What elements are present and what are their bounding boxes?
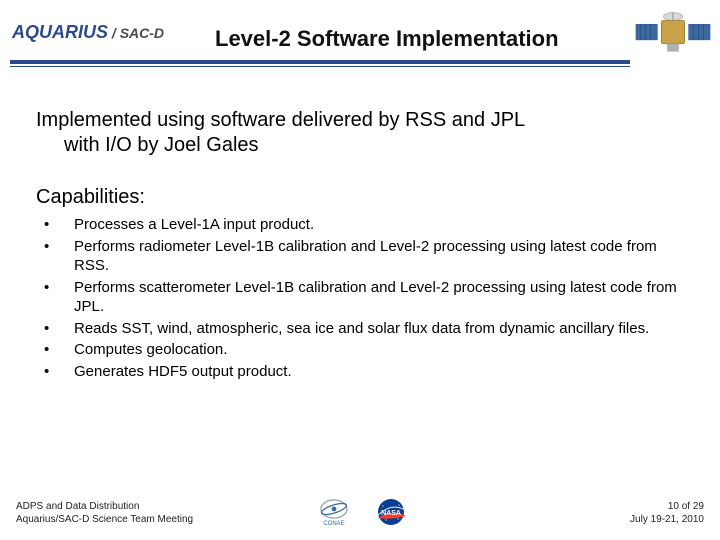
list-item: Processes a Level-1A input product.: [40, 215, 680, 235]
nasa-label: NASA: [381, 510, 401, 517]
footer-left: ADPS and Data Distribution Aquarius/SAC-…: [16, 501, 193, 526]
capabilities-heading: Capabilities:: [36, 186, 680, 209]
list-item: Generates HDF5 output product.: [40, 362, 680, 382]
mission-logo-text: AQUARIUS / SAC-D: [12, 22, 164, 43]
bullet-text: Performs scatterometer Level-1B calibrat…: [74, 279, 677, 316]
slide: AQUARIUS / SAC-D Level-2 Software Implem…: [0, 0, 720, 540]
footer-logos: CONAE NASA: [312, 498, 408, 526]
footer-page-number: 10 of 29: [630, 501, 704, 514]
lead-line2: with I/O by Joel Gales: [64, 133, 680, 158]
lead-line1: Implemented using software delivered by …: [36, 109, 525, 131]
list-item: Performs radiometer Level-1B calibration…: [40, 237, 680, 276]
list-item: Computes geolocation.: [40, 340, 680, 360]
header: AQUARIUS / SAC-D Level-2 Software Implem…: [0, 0, 720, 72]
lead-paragraph: Implemented using software delivered by …: [36, 108, 680, 158]
capabilities-list: Processes a Level-1A input product. Perf…: [40, 215, 680, 381]
title-underline: [10, 60, 630, 67]
logo-sacd: SAC-D: [120, 25, 164, 41]
content-area: Implemented using software delivered by …: [36, 108, 680, 383]
footer-date: July 19-21, 2010: [630, 514, 704, 527]
bullet-text: Performs radiometer Level-1B calibration…: [74, 238, 657, 275]
page-title: Level-2 Software Implementation: [215, 26, 559, 52]
logo-aquarius: AQUARIUS: [12, 22, 108, 42]
conae-label: CONAE: [323, 521, 344, 526]
bullet-text: Reads SST, wind, atmospheric, sea ice an…: [74, 320, 649, 337]
footer: ADPS and Data Distribution Aquarius/SAC-…: [16, 486, 704, 526]
logo-separator: /: [108, 25, 120, 41]
bullet-text: Processes a Level-1A input product.: [74, 216, 314, 233]
footer-left-line1: ADPS and Data Distribution: [16, 501, 193, 514]
list-item: Reads SST, wind, atmospheric, sea ice an…: [40, 319, 680, 339]
bullet-text: Computes geolocation.: [74, 341, 227, 358]
list-item: Performs scatterometer Level-1B calibrat…: [40, 278, 680, 317]
satellite-icon: [634, 4, 712, 68]
footer-left-line2: Aquarius/SAC-D Science Team Meeting: [16, 514, 193, 527]
footer-right: 10 of 29 July 19-21, 2010: [630, 501, 704, 526]
nasa-logo-icon: NASA: [374, 498, 408, 526]
conae-logo-icon: CONAE: [312, 498, 356, 526]
bullet-text: Generates HDF5 output product.: [74, 363, 292, 380]
